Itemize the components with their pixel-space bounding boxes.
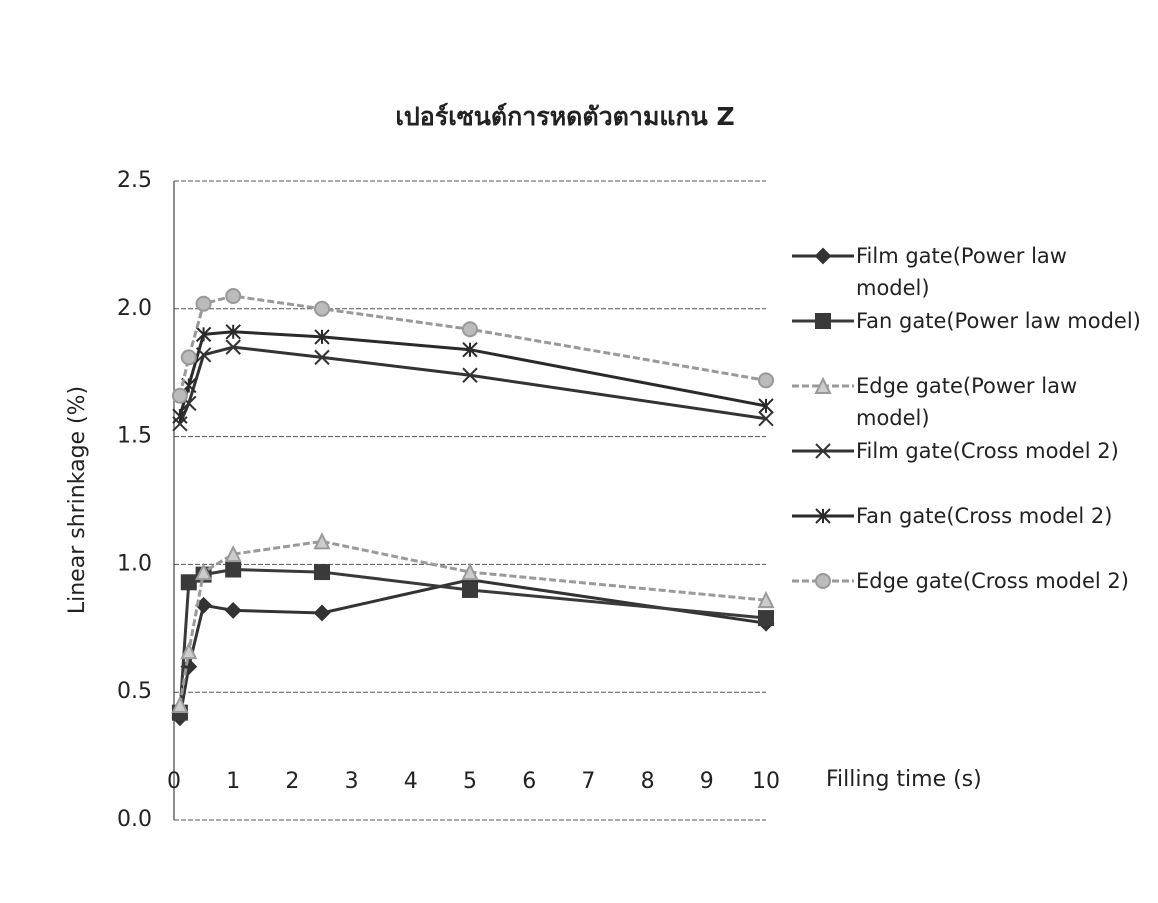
chart-title: เปอร์เซนต์การหดตัวตามแกน Z xyxy=(395,102,734,131)
legend-label: Film gate(Cross model 2) xyxy=(856,439,1119,463)
marker xyxy=(225,288,242,305)
legend-label: Edge gate(Cross model 2) xyxy=(856,569,1129,593)
marker xyxy=(757,590,775,609)
legend-item: Fan gate(Power law model) xyxy=(790,305,1150,370)
y-tick-label: 1.5 xyxy=(117,424,152,449)
marker xyxy=(462,341,478,358)
legend-symbol xyxy=(792,247,854,265)
marker xyxy=(180,574,197,591)
legend-symbol xyxy=(792,573,854,589)
marker xyxy=(224,601,242,619)
marker xyxy=(194,562,213,581)
marker xyxy=(815,443,831,459)
legend-item: Film gate(Cross model 2) xyxy=(790,435,1150,500)
marker xyxy=(815,573,831,589)
marker xyxy=(815,313,831,329)
marker xyxy=(814,376,832,394)
x-tick-label: 7 xyxy=(581,769,595,794)
marker xyxy=(314,329,330,345)
marker xyxy=(814,247,832,265)
marker xyxy=(180,642,198,660)
marker xyxy=(224,544,242,563)
legend-symbol xyxy=(792,376,854,394)
marker xyxy=(314,349,330,366)
marker xyxy=(171,387,188,404)
x-tick-label: 4 xyxy=(404,769,418,794)
legend-label: Edge gate(Power law model) xyxy=(856,374,1078,430)
marker xyxy=(172,416,188,432)
legend-symbol xyxy=(792,313,854,329)
legend-item: Edge gate(Cross model 2) xyxy=(790,565,1150,630)
marker xyxy=(313,532,331,550)
y-tick-label: 0.5 xyxy=(117,679,152,704)
marker xyxy=(225,324,241,340)
marker xyxy=(225,561,242,578)
legend-symbol xyxy=(792,443,854,459)
series-line xyxy=(178,539,767,706)
marker xyxy=(462,367,478,383)
legend-label: Fan gate(Cross model 2) xyxy=(856,504,1113,528)
series-line xyxy=(178,345,767,425)
marker xyxy=(462,321,478,338)
marker xyxy=(815,508,831,524)
marker xyxy=(314,300,330,317)
marker xyxy=(461,562,479,581)
legend-item: Fan gate(Cross model 2) xyxy=(790,500,1150,565)
x-tick-label: 0 xyxy=(167,769,181,794)
x-tick-label: 3 xyxy=(345,769,359,794)
marker xyxy=(171,695,189,713)
x-axis-label: Filling time (s) xyxy=(826,767,982,792)
y-tick-label: 1.0 xyxy=(117,551,152,576)
series-line xyxy=(178,578,767,719)
x-tick-label: 8 xyxy=(641,769,655,794)
legend-label: Fan gate(Power law model) xyxy=(856,309,1141,333)
legend: Film gate(Power law model) Fan gate(Power… xyxy=(790,240,1150,630)
marker xyxy=(180,349,197,366)
marker xyxy=(758,610,774,627)
x-tick-label: 10 xyxy=(752,769,780,794)
legend-label: Film gate(Power law model) xyxy=(856,244,1067,300)
marker xyxy=(225,339,241,355)
marker xyxy=(758,411,774,427)
marker xyxy=(195,295,212,312)
marker xyxy=(758,398,774,414)
legend-item: Film gate(Power law model) xyxy=(790,240,1150,305)
marker xyxy=(313,604,331,622)
marker xyxy=(314,564,330,581)
marker xyxy=(195,326,212,343)
series-line xyxy=(178,330,767,417)
x-tick-label: 1 xyxy=(226,769,240,794)
y-axis-label: Linear shrinkage (%) xyxy=(65,386,90,614)
y-tick-label: 2.5 xyxy=(117,168,152,193)
x-tick-label: 6 xyxy=(522,769,536,794)
y-tick-label: 2.0 xyxy=(117,296,152,321)
x-tick-label: 5 xyxy=(463,769,477,794)
x-tick-label: 9 xyxy=(700,769,714,794)
x-tick-label: 2 xyxy=(285,769,299,794)
marker xyxy=(758,372,774,389)
marker xyxy=(172,408,188,424)
legend-item: Edge gate(Power law model) xyxy=(790,370,1150,435)
y-tick-label: 0.0 xyxy=(117,807,152,832)
legend-symbol xyxy=(792,508,854,524)
marker xyxy=(462,581,478,598)
